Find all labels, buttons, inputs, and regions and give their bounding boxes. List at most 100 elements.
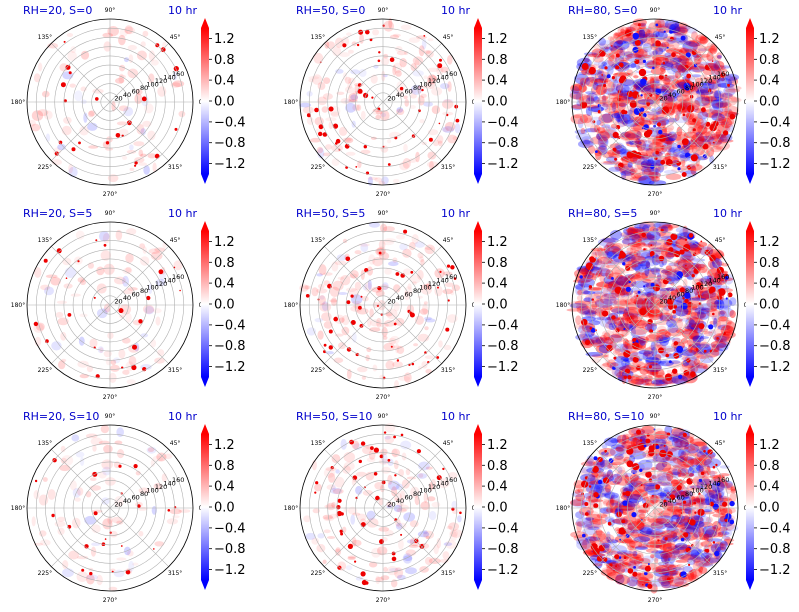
field-patch	[396, 483, 403, 491]
angle-tick-label: 270°	[648, 191, 662, 198]
radial-tick-label: 100	[146, 80, 158, 88]
colorbar-extend-bottom	[746, 174, 754, 184]
field-patch	[118, 34, 126, 46]
field-cell	[688, 233, 694, 238]
field-patch	[59, 63, 69, 72]
field-cell	[614, 157, 618, 161]
field-patch	[670, 289, 681, 299]
field-patch	[381, 282, 389, 290]
field-patch	[418, 365, 423, 370]
time-label: 10 hr	[441, 410, 470, 423]
field-patch	[443, 344, 452, 351]
colorbar-gradient	[201, 28, 209, 174]
field-patch	[325, 117, 337, 122]
field-patch	[596, 119, 601, 126]
field-patch	[392, 64, 397, 76]
field-patch	[571, 104, 584, 111]
field-patch	[650, 59, 663, 63]
field-patch	[89, 338, 98, 348]
field-patch	[427, 38, 434, 42]
field-cell	[581, 63, 589, 70]
field-patch	[687, 323, 695, 332]
field-patch	[670, 63, 677, 69]
field-patch	[616, 35, 624, 45]
field-cell	[712, 141, 715, 144]
field-cell	[670, 233, 678, 241]
radial-tick-label: 20	[387, 95, 395, 103]
field-patch	[142, 304, 155, 314]
field-patch	[583, 58, 590, 63]
field-patch	[637, 260, 651, 267]
angular-gridline	[324, 43, 384, 103]
perturbation-field	[299, 17, 461, 186]
field-patch	[651, 381, 669, 387]
field-cell	[677, 144, 681, 149]
radial-tick-label: 80	[140, 287, 148, 295]
field-patch	[630, 272, 648, 281]
field-patch	[660, 271, 673, 274]
field-patch	[615, 276, 630, 286]
field-patch	[301, 285, 312, 290]
field-patch	[635, 65, 641, 70]
field-patch	[700, 275, 718, 285]
field-patch	[676, 126, 683, 137]
field-patch	[659, 88, 668, 95]
field-patch	[647, 313, 661, 317]
field-patch	[311, 537, 320, 545]
field-cell	[54, 151, 59, 156]
field-cell	[347, 543, 353, 550]
field-cell	[641, 127, 644, 129]
field-patch	[417, 85, 428, 89]
field-patch	[689, 138, 698, 148]
field-patch	[126, 150, 137, 154]
field-patch	[650, 50, 666, 59]
field-patch	[654, 63, 671, 68]
field-patch	[152, 162, 157, 173]
field-patch	[705, 112, 723, 118]
field-cell	[591, 298, 594, 301]
field-patch	[714, 60, 725, 70]
field-patch	[705, 278, 715, 286]
field-patch	[87, 262, 94, 269]
field-cell	[428, 137, 433, 142]
field-patch	[586, 77, 599, 82]
field-cell	[655, 23, 659, 27]
field-cell	[125, 569, 131, 575]
field-patch	[596, 316, 614, 321]
colorbar-extend-bottom	[474, 174, 482, 184]
field-patch	[639, 171, 654, 176]
field-patch	[635, 241, 642, 250]
field-patch	[664, 137, 676, 142]
radial-tick-label: 60	[404, 87, 412, 95]
field-cell	[712, 312, 715, 316]
field-cell	[67, 313, 72, 317]
field-patch	[692, 335, 709, 340]
field-patch	[332, 280, 344, 291]
radial-tick-label: 120	[428, 77, 440, 85]
field-patch	[610, 117, 628, 124]
angle-tick-label: 45°	[443, 440, 454, 447]
field-patch	[386, 566, 399, 576]
field-patch	[589, 125, 599, 133]
field-patch	[709, 261, 715, 270]
field-patch	[404, 99, 410, 107]
field-patch	[103, 444, 113, 454]
field-patch	[642, 353, 649, 361]
field-patch	[623, 227, 634, 235]
field-patch	[659, 287, 670, 297]
field-cell	[390, 345, 393, 348]
field-cell	[639, 439, 643, 442]
angle-tick-label: 315°	[441, 367, 455, 374]
field-patch	[577, 289, 583, 296]
field-patch	[693, 312, 704, 316]
field-cell	[628, 280, 631, 284]
field-patch	[663, 47, 673, 52]
field-patch	[154, 541, 165, 547]
field-patch	[669, 147, 676, 153]
field-patch	[34, 267, 42, 278]
field-patch	[648, 368, 653, 380]
angle-tick-label: 45°	[170, 237, 181, 244]
field-patch	[585, 97, 595, 105]
field-patch	[389, 131, 401, 139]
field-patch	[592, 55, 604, 63]
